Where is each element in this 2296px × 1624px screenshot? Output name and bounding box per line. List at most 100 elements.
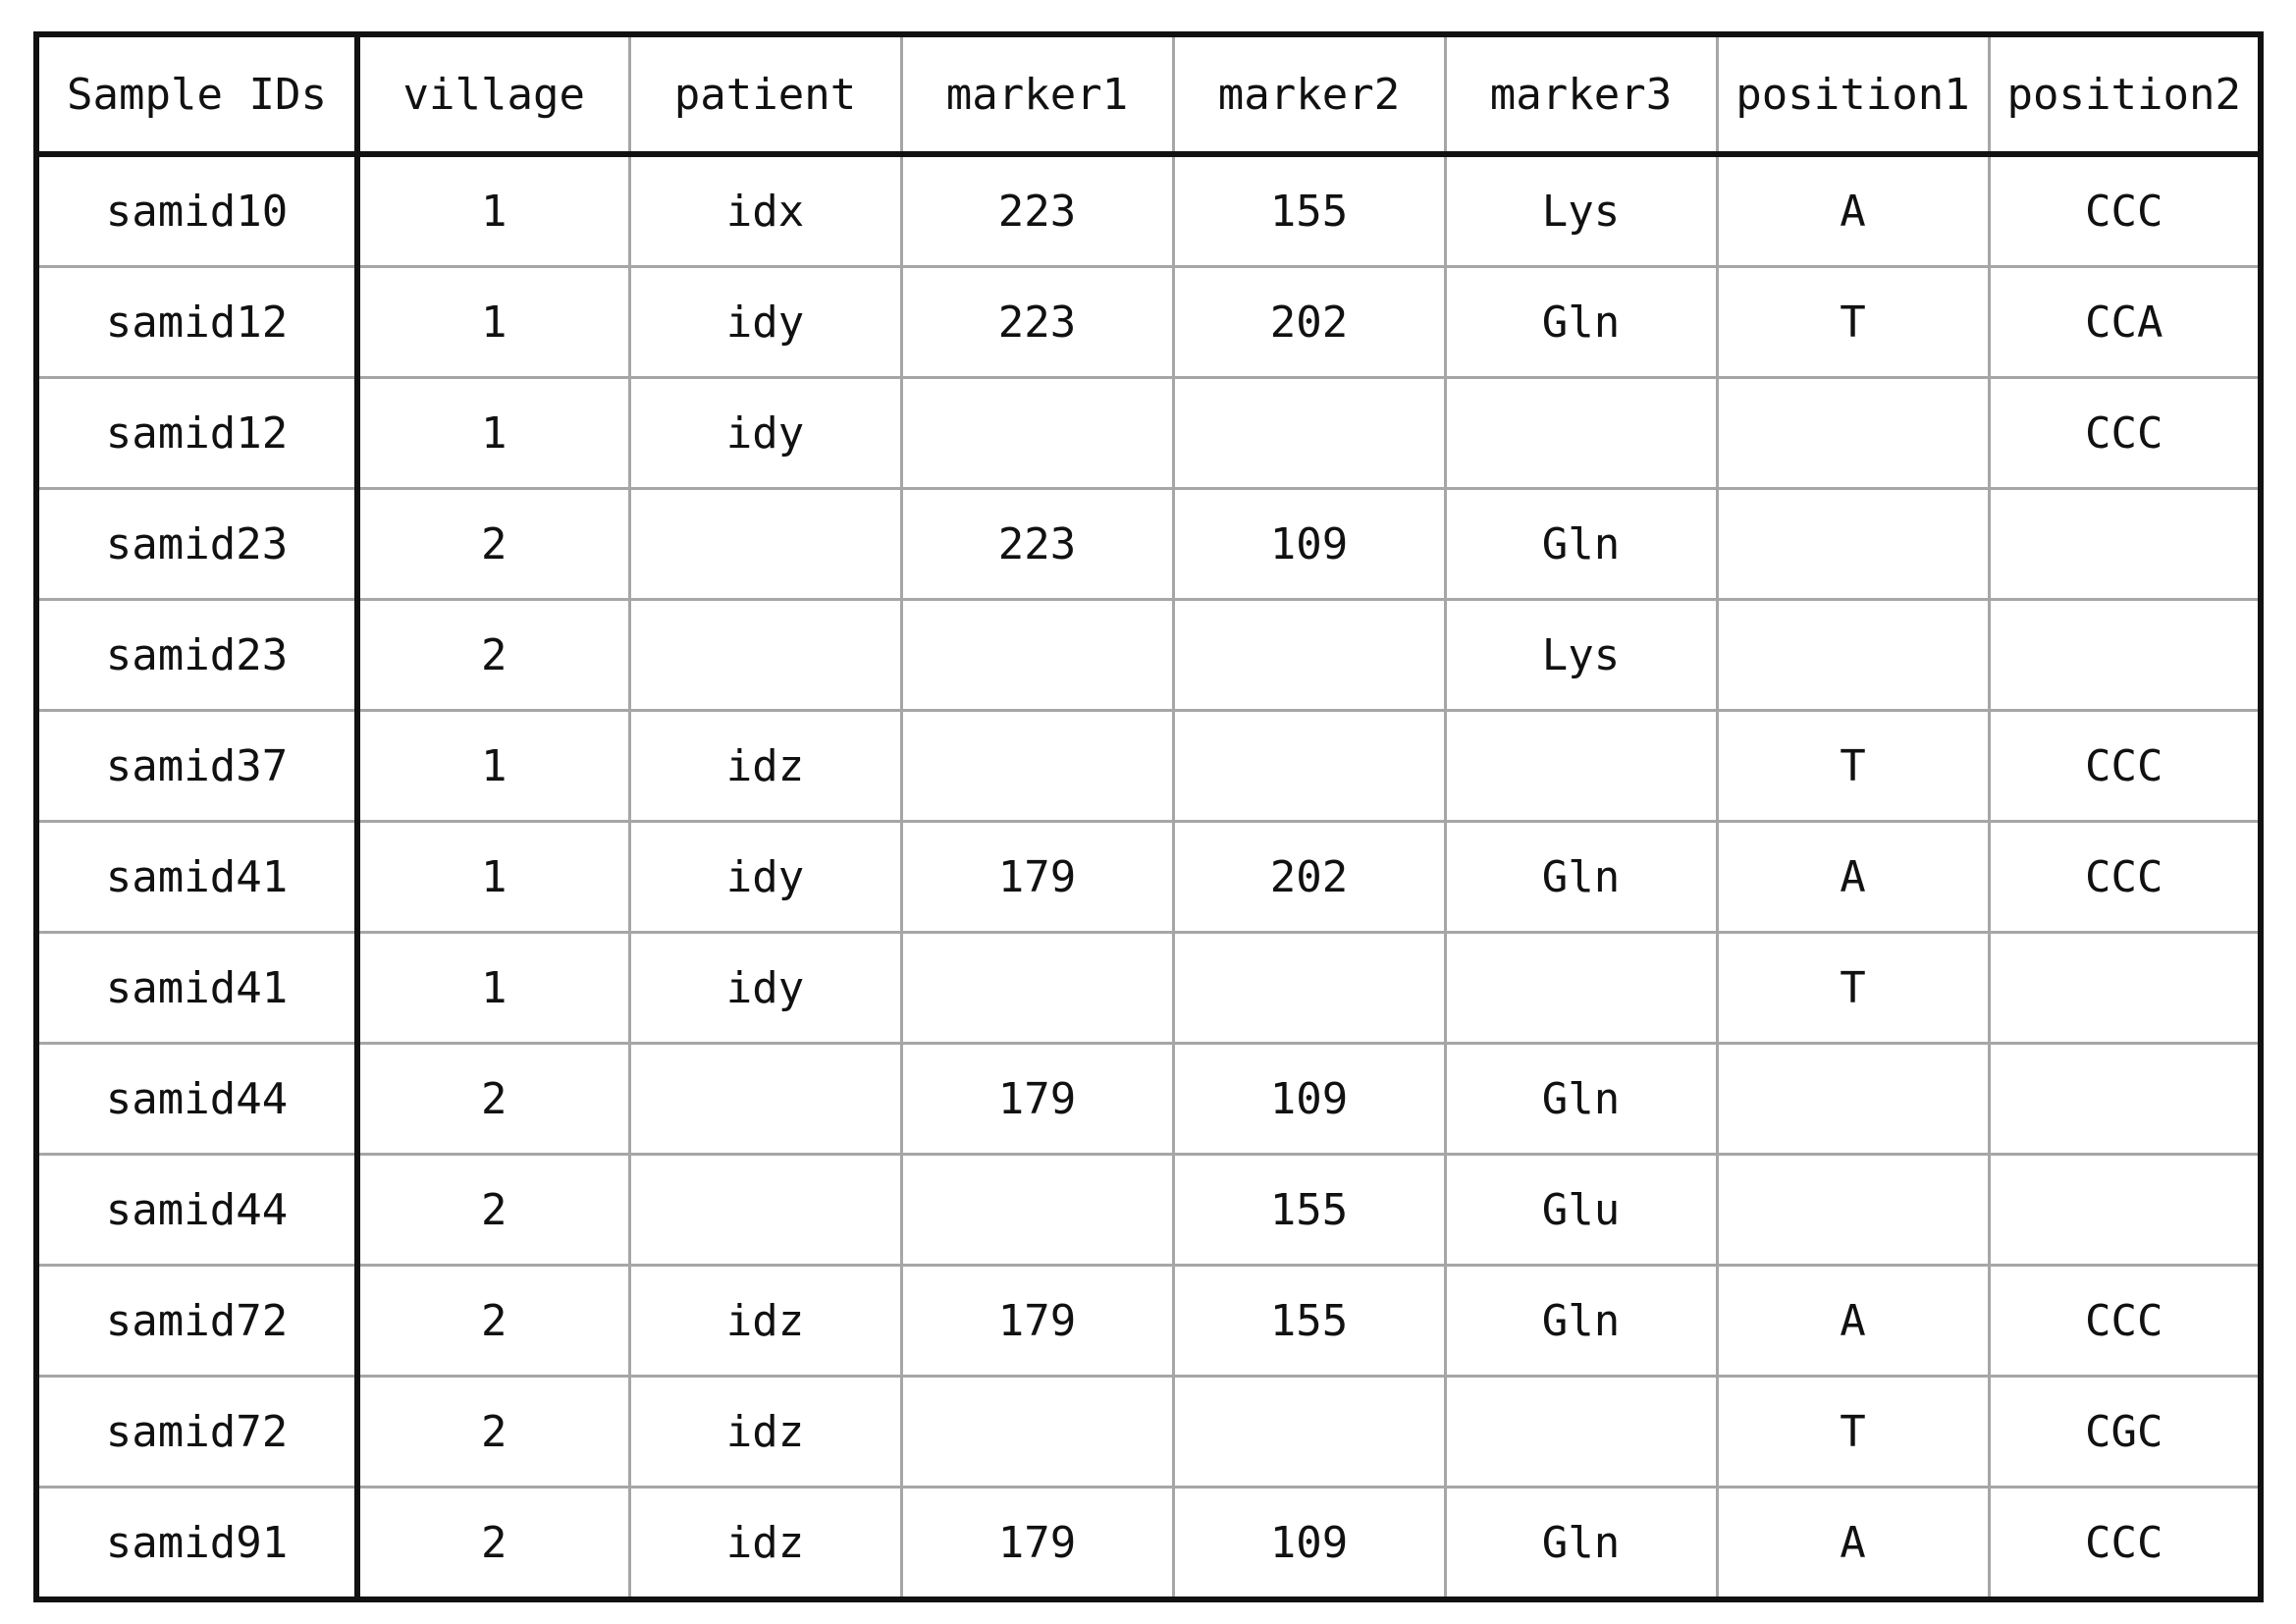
table-cell-marker1: 223: [899, 487, 1173, 600]
table-header: Sample IDs village patient marker1 marker2 ma…: [36, 34, 2261, 157]
table-cell-village: 1: [357, 265, 629, 378]
table-cell-position1: T: [1715, 931, 1989, 1044]
table-cell-sample-ids: samid91: [36, 1486, 360, 1599]
table-cell-village: 1: [357, 931, 629, 1044]
table-cell-marker3: [1443, 1375, 1717, 1488]
table-cell-position1: T: [1715, 709, 1989, 822]
table-body: samid10 1 idx 223 155 Lys A CCC samid12 1 idy 223 20…: [36, 154, 2261, 1599]
table-cell-position1: [1715, 376, 1989, 489]
table-row: samid23 2 Lys: [36, 598, 2261, 711]
table-cell-marker1: 179: [899, 1486, 1173, 1599]
table-cell-marker3: Glu: [1443, 1153, 1717, 1266]
table-cell-marker1: [899, 598, 1173, 711]
table-cell-marker1: [899, 1375, 1173, 1488]
table-cell-marker1: [899, 1153, 1173, 1266]
table-cell-position2: CCC: [1987, 820, 2261, 933]
header-row: Sample IDs village patient marker1 marker2 ma…: [36, 34, 2261, 157]
table-cell-village: 2: [357, 1264, 629, 1377]
table-cell-position2: CCC: [1987, 376, 2261, 489]
table-cell-marker1: 223: [899, 154, 1173, 267]
table-cell-patient: [627, 1042, 901, 1155]
table-cell-patient: [627, 487, 901, 600]
table-cell-marker3: Gln: [1443, 487, 1717, 600]
table-cell-marker2: 202: [1171, 265, 1445, 378]
table-cell-marker2: [1171, 931, 1445, 1044]
table-cell-patient: idz: [627, 1264, 901, 1377]
table-cell-patient: idy: [627, 265, 901, 378]
table-cell-marker2: 155: [1171, 1153, 1445, 1266]
table-cell-position2: [1987, 598, 2261, 711]
table-cell-marker1: [899, 709, 1173, 822]
table-row: samid37 1 idz T CCC: [36, 709, 2261, 822]
table-cell-village: 1: [357, 709, 629, 822]
table-cell-position2: CCC: [1987, 154, 2261, 267]
table-cell-position1: [1715, 1153, 1989, 1266]
table-cell-sample-ids: samid72: [36, 1264, 360, 1377]
table-cell-marker2: [1171, 376, 1445, 489]
table-cell-patient: idy: [627, 931, 901, 1044]
table-cell-village: 1: [357, 820, 629, 933]
table-cell-patient: [627, 1153, 901, 1266]
table-cell-village: 2: [357, 1153, 629, 1266]
table-cell-position1: T: [1715, 265, 1989, 378]
table-row: samid10 1 idx 223 155 Lys A CCC: [36, 154, 2261, 267]
table-cell-marker3: Gln: [1443, 1264, 1717, 1377]
table-cell-position2: CCA: [1987, 265, 2261, 378]
table-cell-marker3: [1443, 931, 1717, 1044]
data-table-container: Sample IDs village patient marker1 marker2 ma…: [33, 31, 2264, 1602]
table-cell-marker3: Gln: [1443, 1042, 1717, 1155]
table-cell-position1: A: [1715, 1264, 1989, 1377]
table-cell-marker2: 109: [1171, 1042, 1445, 1155]
table-cell-marker3: Gln: [1443, 820, 1717, 933]
table-cell-sample-ids: samid23: [36, 598, 360, 711]
column-header-position1: position1: [1715, 34, 1989, 157]
table-cell-sample-ids: samid23: [36, 487, 360, 600]
table-cell-position1: [1715, 598, 1989, 711]
table-cell-marker3: [1443, 709, 1717, 822]
table-cell-patient: idz: [627, 1375, 901, 1488]
table-cell-patient: idx: [627, 154, 901, 267]
table-cell-marker2: 109: [1171, 1486, 1445, 1599]
table-cell-marker3: Lys: [1443, 154, 1717, 267]
table-cell-marker1: 179: [899, 1042, 1173, 1155]
table-cell-marker1: 223: [899, 265, 1173, 378]
table-cell-patient: [627, 598, 901, 711]
table-cell-marker3: [1443, 376, 1717, 489]
table-cell-village: 1: [481, 186, 507, 237]
table-cell-marker3: Gln: [1443, 1486, 1717, 1599]
table-cell-marker2: 202: [1171, 820, 1445, 933]
table-cell-sample-ids: samid41: [36, 931, 360, 1044]
table-row: samid44 2 155 Glu: [36, 1153, 2261, 1266]
table-cell-sample-ids: samid37: [36, 709, 360, 822]
table-cell-marker1: 179: [899, 820, 1173, 933]
table-cell-position2: [1987, 1153, 2261, 1266]
table-cell-patient: idz: [627, 1486, 901, 1599]
column-header-sample-ids: Sample IDs: [36, 34, 360, 157]
table-row: samid72 2 idz 179 155 Gln A CCC: [36, 1264, 2261, 1377]
column-header-position2: position2: [1987, 34, 2261, 157]
table-row: samid91 2 idz 179 109 Gln A CCC: [36, 1486, 2261, 1599]
table-cell-patient: idy: [627, 820, 901, 933]
table-row: samid12 1 idy CCC: [36, 376, 2261, 489]
table-cell-position1: A: [1715, 1486, 1989, 1599]
column-header-patient: patient: [627, 34, 901, 157]
table-cell-marker2: [1171, 1375, 1445, 1488]
table-cell-village: 2: [357, 1486, 629, 1599]
column-header-marker3: marker3: [1443, 34, 1717, 157]
table-row: samid12 1 idy 223 202 Gln T CCA: [36, 265, 2261, 378]
table-cell-marker1: 179: [899, 1264, 1173, 1377]
table-cell-sample-ids: samid44: [36, 1042, 360, 1155]
table-row: samid41 1 idy T: [36, 931, 2261, 1044]
table-cell-village: 2: [357, 487, 629, 600]
table-cell-sample-ids: samid12: [36, 376, 360, 489]
table-row: samid44 2 179 109 Gln: [36, 1042, 2261, 1155]
table-cell-village: 1: [357, 376, 629, 489]
table-cell-marker3: Lys: [1443, 598, 1717, 711]
table-cell-sample-ids: samid44: [36, 1153, 360, 1266]
table-cell-position1: [1715, 1042, 1989, 1155]
table-row: samid41 1 idy 179 202 Gln A CCC: [36, 820, 2261, 933]
table-cell-marker1: [899, 931, 1173, 1044]
table-cell-sample-ids: samid72: [36, 1375, 360, 1488]
table-cell-marker2: [1171, 598, 1445, 711]
column-header-marker2: marker2: [1171, 34, 1445, 157]
